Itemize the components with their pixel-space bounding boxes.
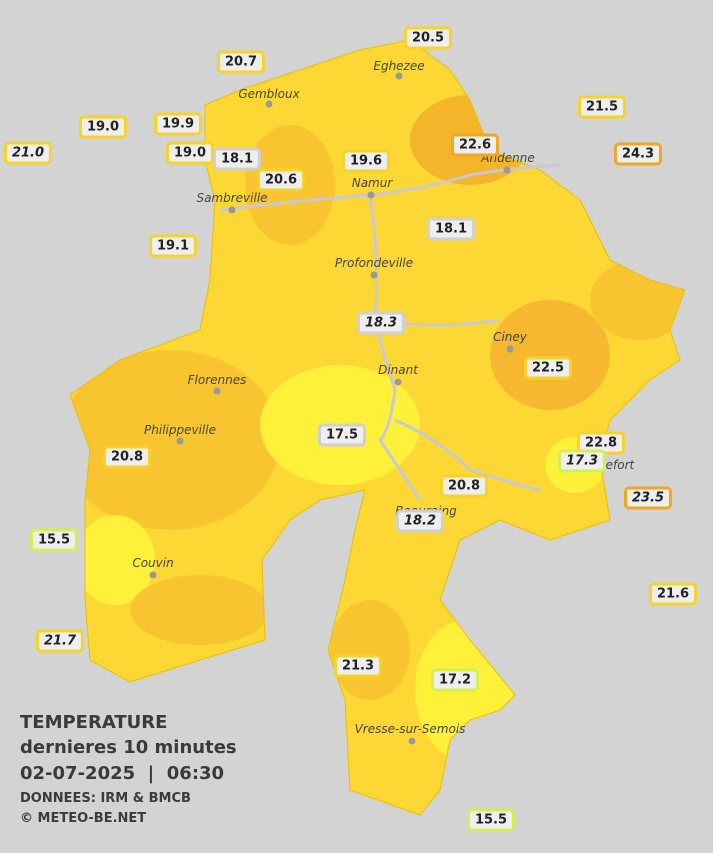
city-dot [394, 378, 402, 386]
city-dot [228, 206, 236, 214]
station-value: 19.6 [341, 149, 391, 173]
city-name: Ciney [493, 330, 527, 344]
station-value: 19.9 [153, 112, 203, 136]
city-dot [149, 571, 157, 579]
legend-title: TEMPERATURE [20, 712, 168, 733]
station-value: 21.6 [648, 582, 698, 606]
city-name: Florennes [187, 373, 247, 387]
city-name: Eghezee [373, 59, 425, 73]
station-value: 19.1 [148, 234, 198, 258]
station-value: 20.8 [439, 474, 489, 498]
station-value: 17.3 [557, 449, 607, 473]
station-value: 19.0 [78, 115, 128, 139]
city-dot [370, 271, 378, 279]
station-value: 23.5 [623, 486, 673, 510]
station-value: 17.2 [430, 668, 480, 692]
city-name: Gembloux [238, 87, 300, 101]
station-value: 19.0 [165, 141, 215, 165]
station-value: 15.5 [466, 808, 516, 832]
station-value: 21.0 [3, 141, 53, 165]
station-value: 18.1 [212, 147, 262, 171]
city-dot [506, 345, 514, 353]
station-value: 24.3 [613, 142, 663, 166]
station-value: 18.3 [356, 311, 406, 335]
legend-subtitle: dernieres 10 minutes [20, 737, 237, 758]
station-value: 22.6 [450, 133, 500, 157]
station-value: 18.1 [426, 217, 476, 241]
legend-datetime: 02-07-2025 | 06:30 [20, 763, 225, 784]
city-name: Dinant [378, 363, 418, 377]
city-dot [408, 737, 416, 745]
city-dot [395, 72, 403, 80]
city-name: Sambreville [196, 191, 268, 205]
city-dot [213, 387, 221, 395]
city-name: Namur [351, 176, 393, 190]
station-value: 15.5 [29, 528, 79, 552]
city-dot [176, 437, 184, 445]
legend-credit: © METEO-BE.NET [20, 811, 147, 826]
city-dot [367, 191, 375, 199]
station-value: 20.5 [403, 26, 453, 50]
city-name: Vresse-sur-Semois [354, 722, 466, 736]
station-value: 20.8 [102, 445, 152, 469]
station-value: 22.5 [523, 356, 573, 380]
station-value: 21.3 [333, 654, 383, 678]
city-dot [265, 100, 273, 108]
city-name: Couvin [132, 556, 174, 570]
station-value: 20.6 [256, 168, 306, 192]
city-name: Philippeville [144, 423, 216, 437]
station-value: 21.7 [35, 629, 85, 653]
station-value: 17.5 [317, 423, 367, 447]
legend-source: DONNEES: IRM & BMCB [20, 791, 191, 806]
station-value: 20.7 [216, 50, 266, 74]
station-value: 21.5 [577, 95, 627, 119]
station-value: 18.2 [395, 509, 445, 533]
city-name: Profondeville [334, 256, 414, 270]
rivers [219, 163, 561, 501]
city-dot [503, 166, 511, 174]
